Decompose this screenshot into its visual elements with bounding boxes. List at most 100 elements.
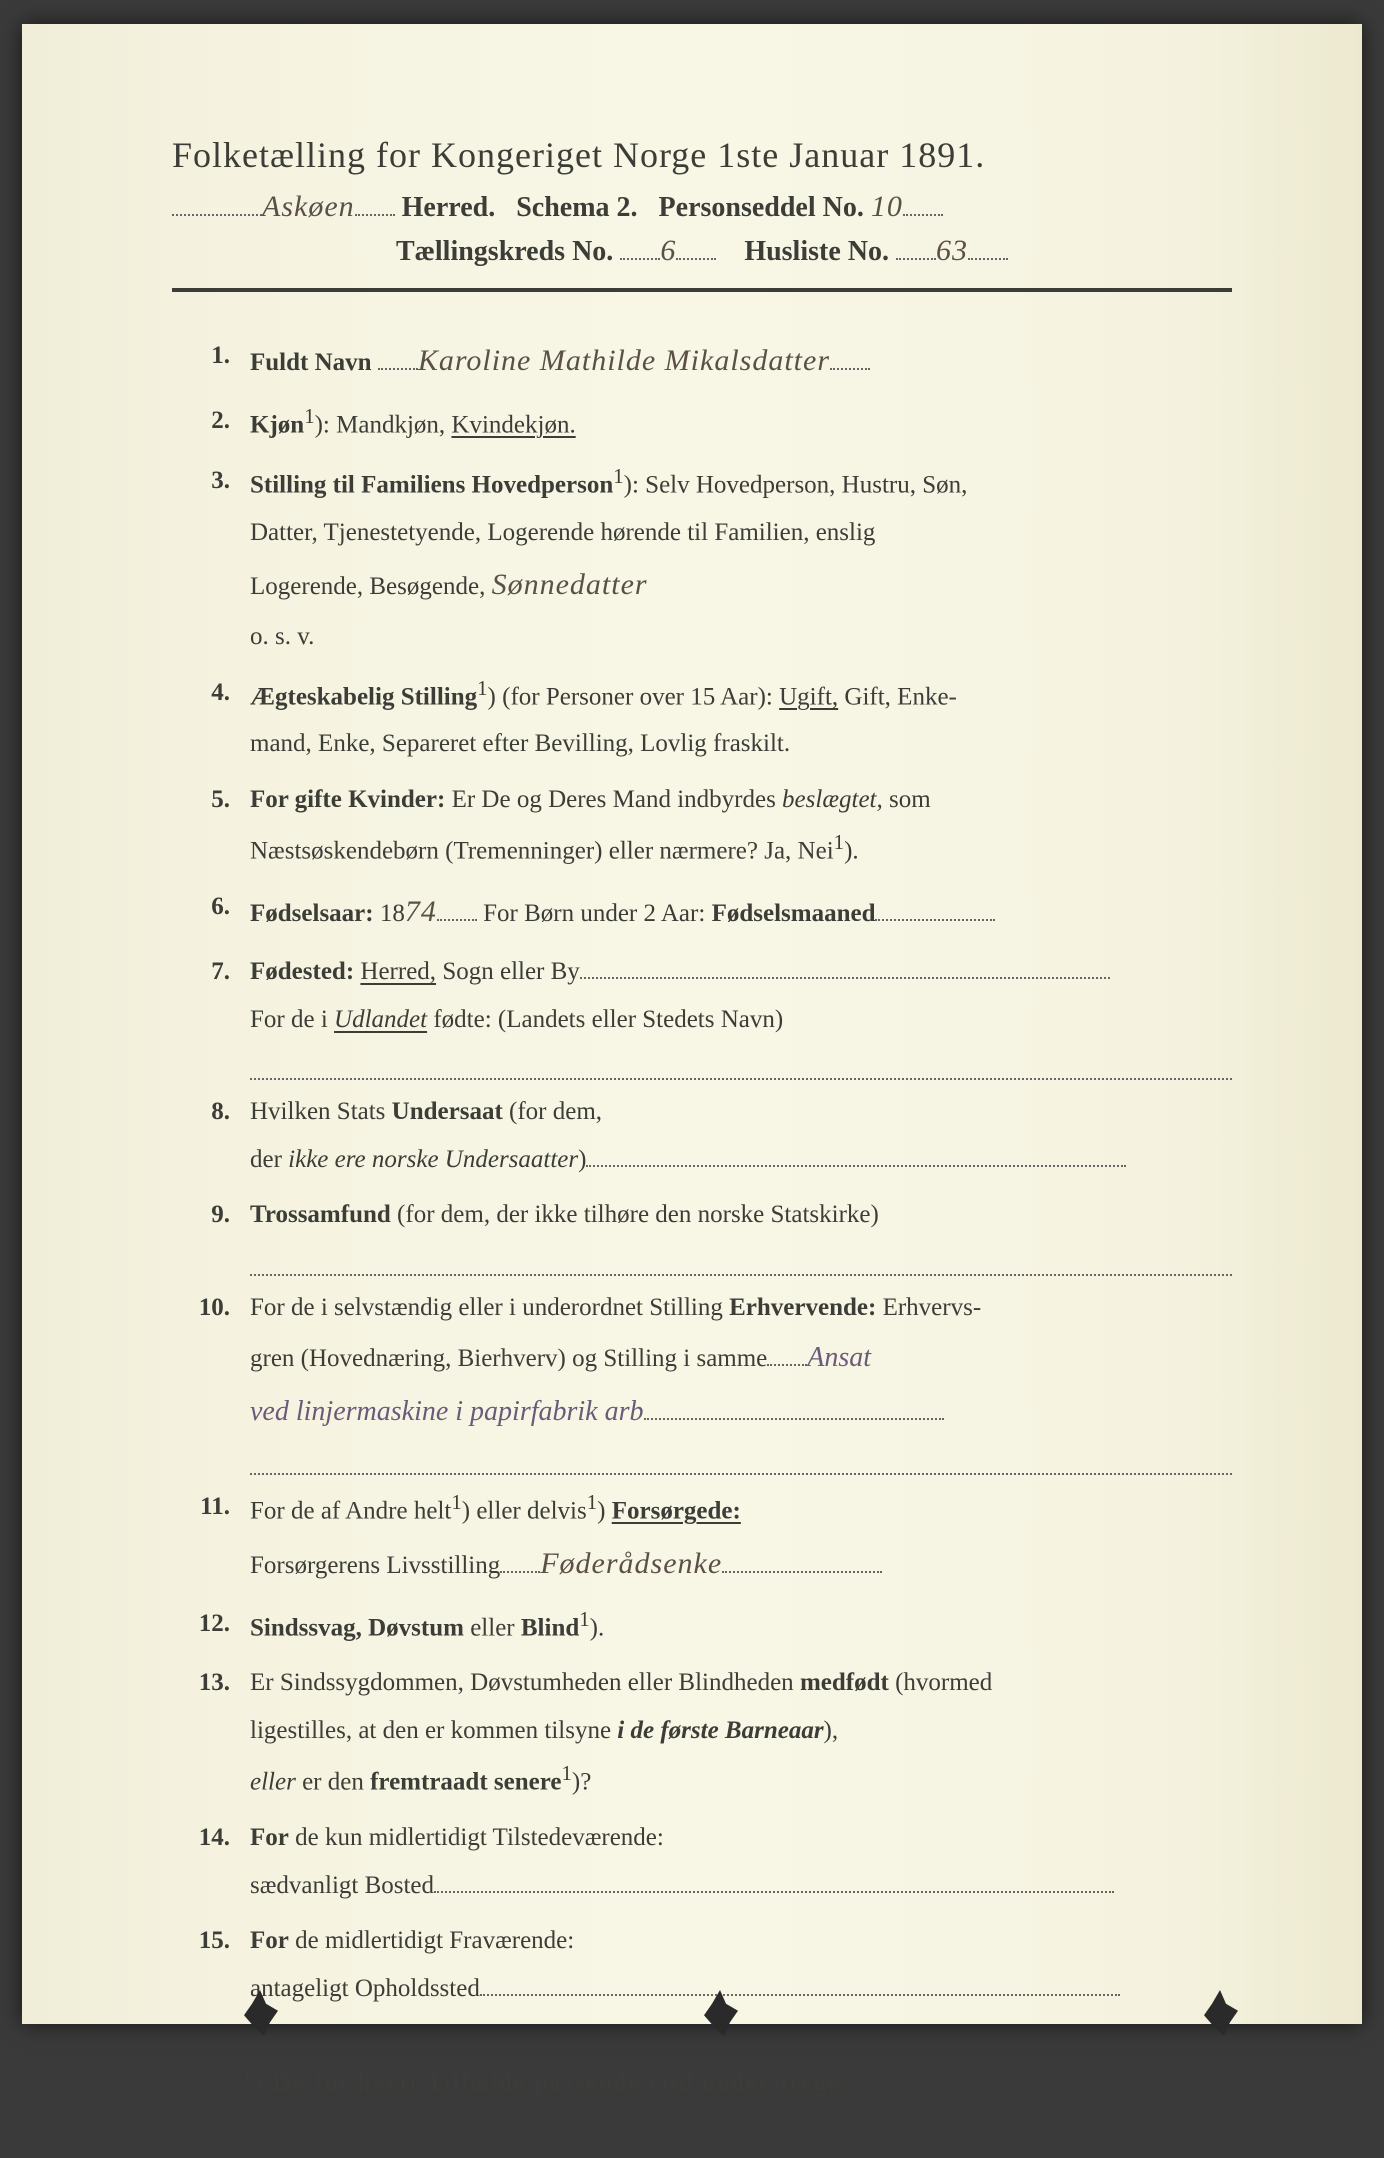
stilling-osv: o. s. v. <box>250 623 314 650</box>
forsorgede-line1a: For de af Andre helt <box>250 1497 451 1524</box>
item-6: 6. Fødselsaar: 1874 For Børn under 2 Aar… <box>172 883 1232 940</box>
sup-13: 1 <box>561 1761 571 1785</box>
stilling-handwritten: Sønnedatter <box>492 568 648 601</box>
husliste-label: Husliste No. <box>744 236 889 267</box>
blank-dotted-line-10 <box>250 1438 1232 1475</box>
undersaat-bold: Undersaat <box>392 1098 503 1125</box>
item-11-num: 11. <box>172 1483 250 1592</box>
kjon-options: ): Mandkjøn, <box>315 411 452 438</box>
personseddel-label: Personseddel No. <box>659 192 864 223</box>
stilling-line1: ): Selv Hovedperson, Hustru, Søn, <box>624 471 968 498</box>
kreds-label: Tællingskreds No. <box>396 236 613 267</box>
medfodt-line3a: er den <box>296 1769 370 1796</box>
blank-dotted-line-9 <box>250 1239 1232 1276</box>
item-4: 4. Ægteskabelig Stilling1) (for Personer… <box>172 669 1232 768</box>
stilling-label: Stilling til Familiens Hovedperson <box>250 471 613 498</box>
sup-11a: 1 <box>451 1490 461 1514</box>
medfodt-line2b: ), <box>824 1717 839 1744</box>
personseddel-no: 10 <box>871 190 903 223</box>
fodselsaar-label: Fødselsaar: <box>250 900 374 927</box>
aegteskab-label: Ægteskabelig Stilling <box>250 683 477 710</box>
sup-12: 1 <box>579 1607 589 1631</box>
blank-dotted-line <box>250 1043 1232 1080</box>
medfodt-bold: medfødt <box>800 1669 889 1696</box>
item-9-num: 9. <box>172 1191 250 1276</box>
sup-1: 1 <box>304 404 314 428</box>
item-14: 14. For de kun midlertidigt Tilstedevære… <box>172 1814 1232 1909</box>
forsorgede-line2: Forsørgerens Livsstilling <box>250 1552 500 1579</box>
trossamfund-rest: (for dem, der ikke tilhøre den norske St… <box>391 1201 879 1228</box>
header-line-3: Tællingskreds No. 6 Husliste No. 63 <box>172 234 1232 268</box>
item-12-num: 12. <box>172 1600 250 1652</box>
item-5: 5. For gifte Kvinder: Er De og Deres Man… <box>172 776 1232 875</box>
aegteskab-line2: mand, Enke, Separeret efter Bevilling, L… <box>250 730 790 757</box>
herred-label: Herred. <box>402 192 496 223</box>
stilling-line2: Datter, Tjenestetyende, Logerende hørend… <box>250 519 875 546</box>
fravaerende-label: For <box>250 1927 289 1954</box>
blind-bold: Blind <box>521 1614 579 1641</box>
fravaerende-line2: antageligt Opholdssted <box>250 1975 480 2002</box>
forsorger-handwritten: Føderådsenke <box>540 1547 722 1580</box>
forsorgede-line1c: ) <box>597 1497 612 1524</box>
footnote-text: ) De for hvert Tilfælde passende Ord und… <box>254 2070 861 2097</box>
fodested-line2a: For de i <box>250 1006 334 1033</box>
item-10: 10. For de i selvstændig eller i underor… <box>172 1284 1232 1475</box>
item-8-num: 8. <box>172 1088 250 1183</box>
undersaat-line1b: (for dem, <box>503 1098 602 1125</box>
item-7-num: 7. <box>172 948 250 1080</box>
erhverv-line2: gren (Hovednæring, Bierhverv) og Stillin… <box>250 1345 767 1372</box>
item-9: 9. Trossamfund (for dem, der ikke tilhør… <box>172 1191 1232 1276</box>
fodested-label: Fødested: <box>250 958 354 985</box>
husliste-no: 63 <box>936 234 968 267</box>
erhverv-line1a: For de i selvstændig eller i underordnet… <box>250 1294 729 1321</box>
item-3-num: 3. <box>172 457 250 661</box>
document-page: Folketælling for Kongeriget Norge 1ste J… <box>22 24 1362 2024</box>
item-5-num: 5. <box>172 776 250 875</box>
item-15: 15. For de midlertidigt Fraværende: anta… <box>172 1917 1232 2012</box>
gifte-line1: Er De og Deres Mand indbyrdes <box>445 786 782 813</box>
herred-underlined: Herred, <box>360 958 436 985</box>
erhverv-line1b: Erhvervs- <box>876 1294 981 1321</box>
herred-name-handwritten: Askøen <box>262 190 355 223</box>
sindssvag-resta: eller <box>464 1614 521 1641</box>
fremtraadt-bold: fremtraadt senere <box>370 1769 561 1796</box>
sindssvag-label: Sindssvag, Døvstum <box>250 1614 464 1641</box>
gifte-line2b: ). <box>844 838 859 865</box>
stilling-line3a: Logerende, Besøgende, <box>250 573 485 600</box>
item-14-num: 14. <box>172 1814 250 1909</box>
name-handwritten: Karoline Mathilde Mikalsdatter <box>418 344 830 377</box>
undersaat-line2a: der <box>250 1146 288 1173</box>
item-12: 12. Sindssvag, Døvstum eller Blind1). <box>172 1600 1232 1652</box>
medfodt-line2a: ligestilles, at den er kommen tilsyne <box>250 1717 617 1744</box>
divider-rule <box>172 288 1232 292</box>
fodested-line2b: fødte: (Landets eller Stedets Navn) <box>427 1006 783 1033</box>
item-7: 7. Fødested: Herred, Sogn eller By For d… <box>172 948 1232 1080</box>
fodselsmaaned-label: Fødselsmaaned <box>712 900 876 927</box>
gifte-label: For gifte Kvinder: <box>250 786 445 813</box>
sup-4: 1 <box>477 676 487 700</box>
item-13: 13. Er Sindssygdommen, Døvstumheden elle… <box>172 1659 1232 1806</box>
aegteskab-line1a: ) (for Personer over 15 Aar): <box>488 683 780 710</box>
sup-11b: 1 <box>587 1490 597 1514</box>
erhverv-hand1: Ansat <box>807 1342 871 1373</box>
undersaat-line2b: ) <box>578 1146 586 1173</box>
sup-3: 1 <box>613 464 623 488</box>
medfodt-line3b: )? <box>572 1769 591 1796</box>
header-line-2: Askøen Herred. Schema 2. Personseddel No… <box>172 190 1232 224</box>
erhverv-hand2: ved linjermaskine i papirfabrik arb <box>250 1396 644 1427</box>
item-4-num: 4. <box>172 669 250 768</box>
undersaat-line1: Hvilken Stats <box>250 1098 392 1125</box>
beslaegtet-italic: beslægtet, <box>782 786 883 813</box>
item-2-num: 2. <box>172 397 250 449</box>
aegteskab-line1b: Gift, Enke- <box>838 683 957 710</box>
item-6-num: 6. <box>172 883 250 940</box>
fodested-rest: Sogn eller By <box>436 958 580 985</box>
item-3: 3. Stilling til Familiens Hovedperson1):… <box>172 457 1232 661</box>
kvindekjon-underlined: Kvindekjøn. <box>451 411 575 438</box>
sindssvag-restb: ). <box>590 1614 605 1641</box>
kreds-no: 6 <box>660 234 676 267</box>
sup-5: 1 <box>834 830 844 854</box>
born-label: For Børn under 2 Aar: <box>477 900 712 927</box>
tilstede-line2: sædvanligt Bosted <box>250 1872 434 1899</box>
fravaerende-rest: de midlertidigt Fraværende: <box>289 1927 574 1954</box>
